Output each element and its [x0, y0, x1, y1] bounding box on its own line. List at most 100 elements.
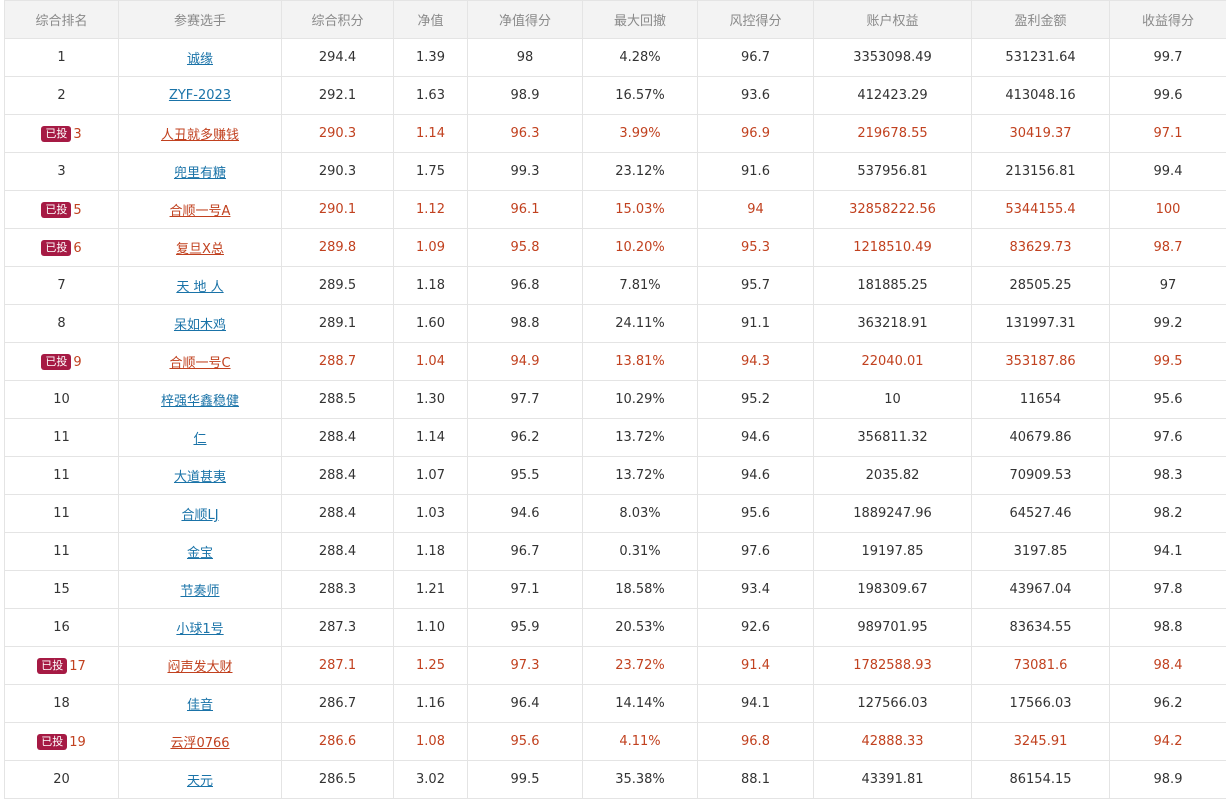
rank-value: 17	[69, 658, 86, 674]
account-equity-cell: 10	[813, 380, 972, 419]
table-row: 已投 3 人丑就多赚钱 290.3 1.14 96.3 3.99% 96.9 219678.55…	[4, 114, 1226, 153]
nav-score-cell: 98	[467, 38, 583, 77]
return-score-cell: 99.4	[1109, 152, 1226, 191]
rank-cell: 11	[4, 456, 119, 495]
table-row: 已投 17 闷声发大财 287.1 1.25 97.3 23.72% 91.4 1782588.…	[4, 646, 1226, 685]
max-drawdown-cell: 20.53%	[582, 608, 698, 647]
nav-cell: 1.63	[393, 76, 468, 115]
nav-cell: 1.08	[393, 722, 468, 761]
nav-cell: 1.12	[393, 190, 468, 229]
table-row: 3 兜里有糖 290.3 1.75 99.3 23.12% 91.6 537956.81 213…	[4, 152, 1226, 191]
return-score-cell: 98.7	[1109, 228, 1226, 267]
player-link[interactable]: 合顺一号A	[169, 204, 231, 219]
player-link[interactable]: 呆如木鸡	[173, 318, 226, 333]
profit-cell: 17566.03	[971, 684, 1110, 723]
table-row: 11 合顺LJ 288.4 1.03 94.6 8.03% 95.6 1889247.96 64…	[4, 494, 1226, 533]
nav-cell: 1.25	[393, 646, 468, 685]
player-link[interactable]: 佳音	[186, 698, 213, 713]
rank-value: 6	[73, 240, 82, 256]
composite-score-cell: 288.4	[281, 456, 394, 495]
rank-cell: 11	[4, 532, 119, 571]
risk-score-cell: 93.4	[697, 570, 814, 609]
header-risk-score: 风控得分	[697, 0, 814, 39]
player-link[interactable]: 合顺一号C	[169, 356, 231, 371]
composite-score-cell: 287.3	[281, 608, 394, 647]
player-link[interactable]: 金宝	[186, 546, 213, 561]
profit-cell: 86154.15	[971, 760, 1110, 799]
rank-cell: 1	[4, 38, 119, 77]
rank-cell: 已投 6	[4, 228, 119, 267]
player-cell: 呆如木鸡	[118, 304, 282, 343]
player-cell: 节奏师	[118, 570, 282, 609]
risk-score-cell: 93.6	[697, 76, 814, 115]
max-drawdown-cell: 3.99%	[582, 114, 698, 153]
return-score-cell: 94.2	[1109, 722, 1226, 761]
composite-score-cell: 290.3	[281, 114, 394, 153]
player-link[interactable]: 梓强华鑫稳健	[160, 394, 239, 409]
invested-badge: 已投	[41, 239, 72, 256]
table-row: 8 呆如木鸡 289.1 1.60 98.8 24.11% 91.1 363218.91 131…	[4, 304, 1226, 343]
nav-score-cell: 95.9	[467, 608, 583, 647]
profit-cell: 353187.86	[971, 342, 1110, 381]
account-equity-cell: 356811.32	[813, 418, 972, 457]
account-equity-cell: 42888.33	[813, 722, 972, 761]
rank-cell: 已投 17	[4, 646, 119, 685]
return-score-cell: 94.1	[1109, 532, 1226, 571]
profit-cell: 3197.85	[971, 532, 1110, 571]
return-score-cell: 97.1	[1109, 114, 1226, 153]
risk-score-cell: 95.6	[697, 494, 814, 533]
rank-value: 8	[57, 316, 66, 331]
max-drawdown-cell: 35.38%	[582, 760, 698, 799]
max-drawdown-cell: 13.81%	[582, 342, 698, 381]
table-row: 20 天元 286.5 3.02 99.5 35.38% 88.1 43391.81 86154…	[4, 760, 1226, 799]
composite-score-cell: 287.1	[281, 646, 394, 685]
player-link[interactable]: 大道甚夷	[173, 470, 226, 485]
player-link[interactable]: 仁	[193, 432, 207, 447]
rank-cell: 11	[4, 494, 119, 533]
table-row: 7 天 地 人 289.5 1.18 96.8 7.81% 95.7 181885.25 285…	[4, 266, 1226, 305]
profit-cell: 40679.86	[971, 418, 1110, 457]
player-link[interactable]: 闷声发大财	[167, 660, 233, 675]
player-link[interactable]: 人丑就多赚钱	[160, 128, 239, 143]
composite-score-cell: 289.5	[281, 266, 394, 305]
player-cell: 人丑就多赚钱	[118, 114, 282, 153]
rank-value: 7	[57, 278, 66, 293]
nav-score-cell: 95.6	[467, 722, 583, 761]
rank-cell: 8	[4, 304, 119, 343]
player-link[interactable]: 云浮0766	[170, 736, 230, 751]
rank-value: 11	[53, 468, 70, 483]
player-link[interactable]: 合顺LJ	[181, 508, 219, 523]
player-link[interactable]: 小球1号	[176, 622, 224, 637]
invested-badge: 已投	[37, 733, 68, 750]
rank-cell: 10	[4, 380, 119, 419]
account-equity-cell: 19197.85	[813, 532, 972, 571]
composite-score-cell: 290.1	[281, 190, 394, 229]
player-cell: ZYF-2023	[118, 76, 282, 115]
account-equity-cell: 537956.81	[813, 152, 972, 191]
player-link[interactable]: 诚缘	[186, 52, 213, 67]
nav-score-cell: 99.5	[467, 760, 583, 799]
max-drawdown-cell: 0.31%	[582, 532, 698, 571]
player-link[interactable]: 天 地 人	[176, 280, 224, 295]
player-link[interactable]: ZYF-2023	[168, 88, 232, 103]
player-link[interactable]: 天元	[186, 774, 213, 789]
risk-score-cell: 95.3	[697, 228, 814, 267]
player-link[interactable]: 节奏师	[180, 584, 220, 599]
player-link[interactable]: 兜里有糖	[173, 166, 226, 181]
rank-value: 11	[53, 544, 70, 559]
player-cell: 兜里有糖	[118, 152, 282, 191]
rank-cell: 已投 9	[4, 342, 119, 381]
player-cell: 合顺一号C	[118, 342, 282, 381]
account-equity-cell: 127566.03	[813, 684, 972, 723]
rank-value: 15	[53, 582, 70, 597]
nav-cell: 1.21	[393, 570, 468, 609]
max-drawdown-cell: 4.11%	[582, 722, 698, 761]
nav-cell: 1.16	[393, 684, 468, 723]
nav-score-cell: 98.9	[467, 76, 583, 115]
player-link[interactable]: 复旦X总	[176, 242, 224, 257]
table-row: 已投 19 云浮0766 286.6 1.08 95.6 4.11% 96.8 42888.33…	[4, 722, 1226, 761]
profit-cell: 131997.31	[971, 304, 1110, 343]
return-score-cell: 100	[1109, 190, 1226, 229]
max-drawdown-cell: 18.58%	[582, 570, 698, 609]
account-equity-cell: 1218510.49	[813, 228, 972, 267]
